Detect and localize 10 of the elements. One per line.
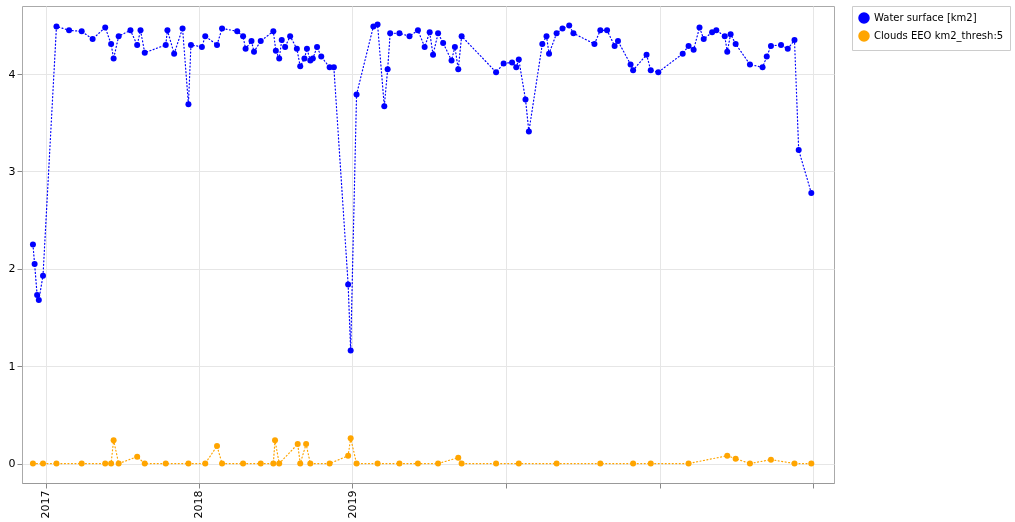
x-tick-label: 2019 xyxy=(345,490,359,519)
y-tick-label: 0 xyxy=(8,457,16,471)
x-tick-label: 2017 xyxy=(39,490,53,519)
y-tick-label: 1 xyxy=(8,359,16,373)
y-tick-label: 2 xyxy=(8,262,16,276)
y-tick-label: 4 xyxy=(8,67,16,81)
x-tick-label: 2018 xyxy=(192,490,206,519)
y-tick-label: 3 xyxy=(8,164,16,178)
legend-label: Water surface [km2] xyxy=(874,12,977,23)
legend-label: Clouds EEO km2_thresh:5 xyxy=(874,30,1004,42)
